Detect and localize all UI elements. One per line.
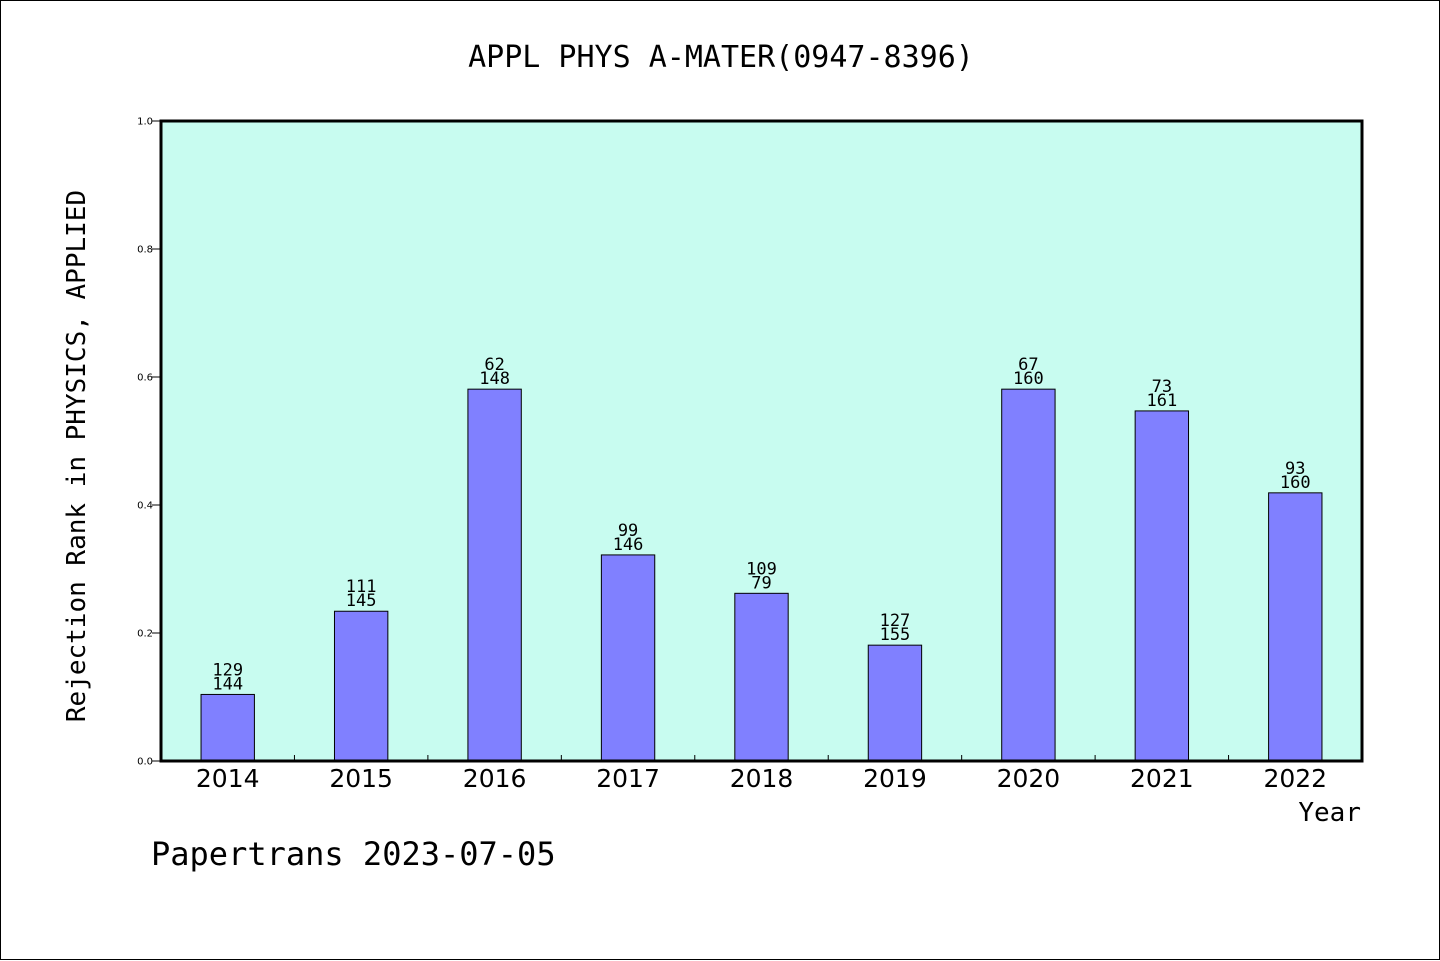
y-tick-label: 0.8 bbox=[137, 245, 153, 256]
bar-rank-label: 111 bbox=[346, 577, 377, 597]
x-tick-label: 2021 bbox=[1130, 764, 1194, 793]
y-tick-label: 1.0 bbox=[137, 117, 153, 128]
bar-rank-label: 73 bbox=[1152, 377, 1172, 397]
bar-total-label: 160 bbox=[1013, 369, 1044, 389]
bar-total-label: 155 bbox=[880, 625, 911, 645]
x-tick-label: 2018 bbox=[730, 764, 794, 793]
bar-2018 bbox=[734, 592, 789, 762]
bar-2020 bbox=[1001, 388, 1056, 762]
bar-total-label: 144 bbox=[212, 674, 243, 694]
x-axis-label: Year bbox=[1298, 798, 1361, 828]
x-tick-label: 2014 bbox=[196, 764, 260, 793]
bar-total-label: 146 bbox=[613, 535, 644, 555]
y-tick-label: 0.6 bbox=[137, 373, 153, 384]
bar-2016 bbox=[467, 388, 522, 762]
bar-total-label: 79 bbox=[751, 573, 771, 593]
x-tick-label: 2015 bbox=[329, 764, 393, 793]
y-axis: 0.0 0.2 0.4 0.6 0.8 1.0 bbox=[137, 117, 161, 768]
x-tick-label: 2016 bbox=[463, 764, 527, 793]
bar-total-label: 160 bbox=[1280, 473, 1311, 493]
x-axis: 2014 2015 2016 2017 2018 2019 2020 2021 2022 bbox=[196, 755, 1327, 793]
y-tick-label: 0.0 bbox=[137, 757, 153, 768]
bar-total-label: 145 bbox=[346, 591, 377, 611]
bar-2021 bbox=[1134, 410, 1190, 762]
footer-text: Papertrans 2023-07-05 bbox=[151, 835, 556, 873]
bar-total-label: 161 bbox=[1146, 391, 1177, 411]
x-tick-label: 2017 bbox=[596, 764, 660, 793]
bar-rank-label: 62 bbox=[484, 355, 504, 375]
bar-rank-label: 109 bbox=[746, 559, 777, 579]
bar-2017 bbox=[600, 554, 656, 762]
y-tick-label: 0.2 bbox=[137, 629, 153, 640]
x-tick-label: 2020 bbox=[997, 764, 1061, 793]
bar-rank-label: 67 bbox=[1018, 355, 1038, 375]
bar-total-label: 148 bbox=[479, 369, 510, 389]
bar-rank-label: 93 bbox=[1285, 459, 1305, 479]
bar-2015 bbox=[333, 610, 389, 762]
y-tick-label: 0.4 bbox=[137, 501, 153, 512]
bar-rank-label: 127 bbox=[880, 611, 911, 631]
bar-rank-label: 129 bbox=[212, 660, 243, 680]
y-axis-label: Rejection Rank in PHYSICS, APPLIED bbox=[62, 190, 92, 722]
bar-2014 bbox=[200, 693, 255, 762]
bar-2022 bbox=[1268, 492, 1323, 762]
bar-2019 bbox=[867, 644, 923, 762]
chart-title: APPL PHYS A-MATER(0947-8396) bbox=[468, 40, 974, 75]
x-tick-label: 2022 bbox=[1263, 764, 1327, 793]
bar-rank-label: 99 bbox=[618, 521, 638, 541]
plot-border bbox=[159, 119, 1364, 763]
x-tick-label: 2019 bbox=[863, 764, 927, 793]
